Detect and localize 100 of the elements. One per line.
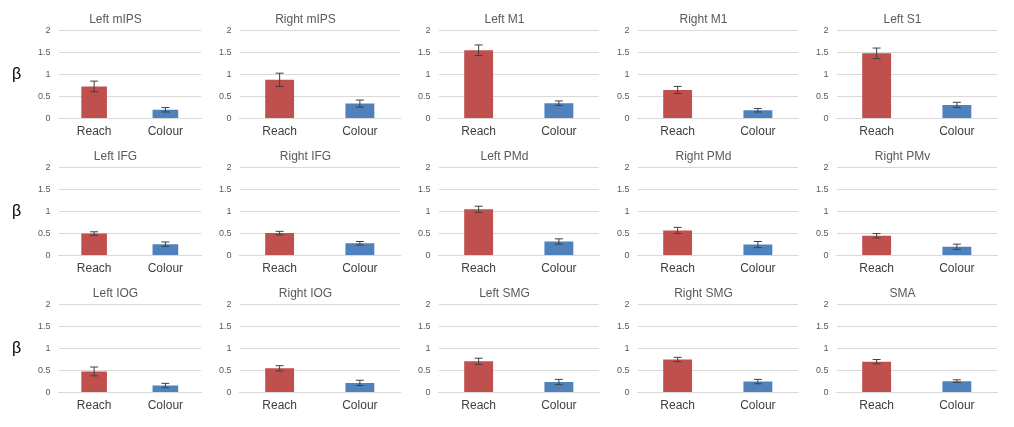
x-tick-label: Reach	[461, 261, 496, 276]
y-tick-label: 2	[226, 161, 232, 172]
y-tick-label: 1	[624, 205, 630, 216]
y-axis-title: β	[12, 64, 22, 82]
y-tick-label: 0	[624, 250, 630, 261]
y-tick-label: 0	[624, 113, 630, 124]
y-tick-label: 1.5	[38, 320, 51, 331]
y-tick-label: 1.5	[816, 320, 829, 331]
y-tick-label: 0	[823, 387, 829, 398]
chart-title: Left PMd	[480, 148, 529, 163]
y-tick-label: 1	[823, 342, 829, 353]
y-tick-label: 0	[45, 113, 51, 124]
y-tick-label: 1.5	[219, 320, 232, 331]
y-tick-label: 2	[45, 298, 51, 309]
chart-title: Right SMG	[674, 285, 733, 300]
y-tick-label: 2	[226, 298, 232, 309]
y-tick-label: 0.5	[617, 91, 630, 102]
y-tick-label: 1.5	[219, 46, 232, 57]
chart-title: Right M1	[679, 11, 728, 26]
y-tick-label: 0.5	[617, 228, 630, 239]
x-tick-label: Colour	[939, 124, 975, 139]
y-tick-label: 1	[823, 68, 829, 79]
y-tick-label: 1	[226, 205, 232, 216]
y-tick-label: 0.5	[816, 365, 829, 376]
y-tick-label: 2	[823, 298, 829, 309]
y-tick-label: 1	[425, 205, 431, 216]
x-tick-label: Colour	[541, 124, 577, 139]
x-tick-label: Reach	[859, 261, 894, 276]
y-tick-label: 2	[425, 24, 431, 35]
y-tick-label: 0	[823, 250, 829, 261]
x-tick-label: Colour	[740, 124, 776, 139]
y-tick-label: 2	[45, 24, 51, 35]
chart-title: Right IFG	[279, 148, 332, 163]
y-tick-label: 0	[226, 387, 232, 398]
x-tick-label: Reach	[76, 398, 112, 413]
chart-title: Left S1	[883, 11, 922, 26]
y-tick-label: 2	[624, 161, 630, 172]
y-tick-label: 1.5	[418, 320, 431, 331]
y-tick-label: 0.5	[418, 91, 431, 102]
y-tick-label: 2	[425, 161, 431, 172]
y-tick-label: 2	[45, 161, 51, 172]
y-tick-label: 0	[45, 387, 51, 398]
y-tick-label: 0	[45, 250, 51, 261]
y-tick-label: 2	[226, 24, 232, 35]
chart-title: Left SMG	[479, 285, 530, 300]
chart-title: Right PMd	[675, 148, 732, 163]
x-tick-label: Reach	[461, 124, 496, 139]
y-tick-label: 0.5	[418, 228, 431, 239]
chart-title: Right mIPS	[275, 11, 336, 26]
y-axis-title: β	[12, 338, 22, 356]
x-tick-label: Reach	[660, 398, 695, 413]
x-tick-label: Reach	[660, 124, 695, 139]
y-tick-label: 1	[425, 342, 431, 353]
y-tick-label: 1.5	[816, 46, 829, 57]
y-tick-label: 1.5	[38, 46, 51, 57]
y-tick-label: 0.5	[816, 228, 829, 239]
y-tick-label: 1.5	[418, 46, 431, 57]
y-tick-label: 0.5	[219, 91, 232, 102]
x-tick-label: Colour	[939, 398, 975, 413]
y-tick-label: 0	[425, 113, 431, 124]
y-tick-label: 1	[624, 342, 630, 353]
y-tick-label: 2	[624, 24, 630, 35]
y-tick-label: 0.5	[816, 91, 829, 102]
x-tick-label: Colour	[147, 261, 184, 276]
x-tick-label: Reach	[262, 398, 297, 413]
y-tick-label: 2	[823, 24, 829, 35]
y-tick-label: 1	[45, 68, 51, 79]
y-tick-label: 1	[624, 68, 630, 79]
y-tick-label: 1	[425, 68, 431, 79]
x-tick-label: Reach	[262, 261, 297, 276]
y-tick-label: 1.5	[816, 183, 829, 194]
y-tick-label: 1.5	[219, 183, 232, 194]
y-tick-label: 0.5	[38, 228, 51, 239]
y-tick-label: 1	[226, 342, 232, 353]
chart-title: Left mIPS	[89, 11, 142, 26]
y-tick-label: 1.5	[38, 183, 51, 194]
y-tick-label: 0	[226, 250, 232, 261]
y-tick-label: 0.5	[38, 365, 51, 376]
y-tick-label: 1.5	[617, 183, 630, 194]
y-tick-label: 0.5	[418, 365, 431, 376]
x-tick-label: Reach	[461, 398, 496, 413]
x-tick-label: Colour	[342, 398, 378, 413]
chart-title: Left M1	[484, 11, 525, 26]
y-tick-label: 0.5	[219, 365, 232, 376]
y-tick-label: 0	[425, 250, 431, 261]
x-tick-label: Colour	[147, 124, 184, 139]
y-tick-label: 2	[624, 298, 630, 309]
chart-title: Left IOG	[92, 285, 139, 300]
x-tick-label: Reach	[262, 124, 297, 139]
y-tick-label: 0	[624, 387, 630, 398]
chart-title: Right IOG	[278, 285, 333, 300]
x-tick-label: Reach	[859, 398, 894, 413]
y-tick-label: 1	[45, 205, 51, 216]
x-tick-label: Colour	[541, 398, 577, 413]
y-tick-label: 0.5	[617, 365, 630, 376]
x-tick-label: Colour	[147, 398, 184, 413]
x-tick-label: Reach	[660, 261, 695, 276]
y-axis-title: β	[12, 201, 22, 219]
y-tick-label: 1.5	[617, 46, 630, 57]
y-tick-label: 2	[823, 161, 829, 172]
